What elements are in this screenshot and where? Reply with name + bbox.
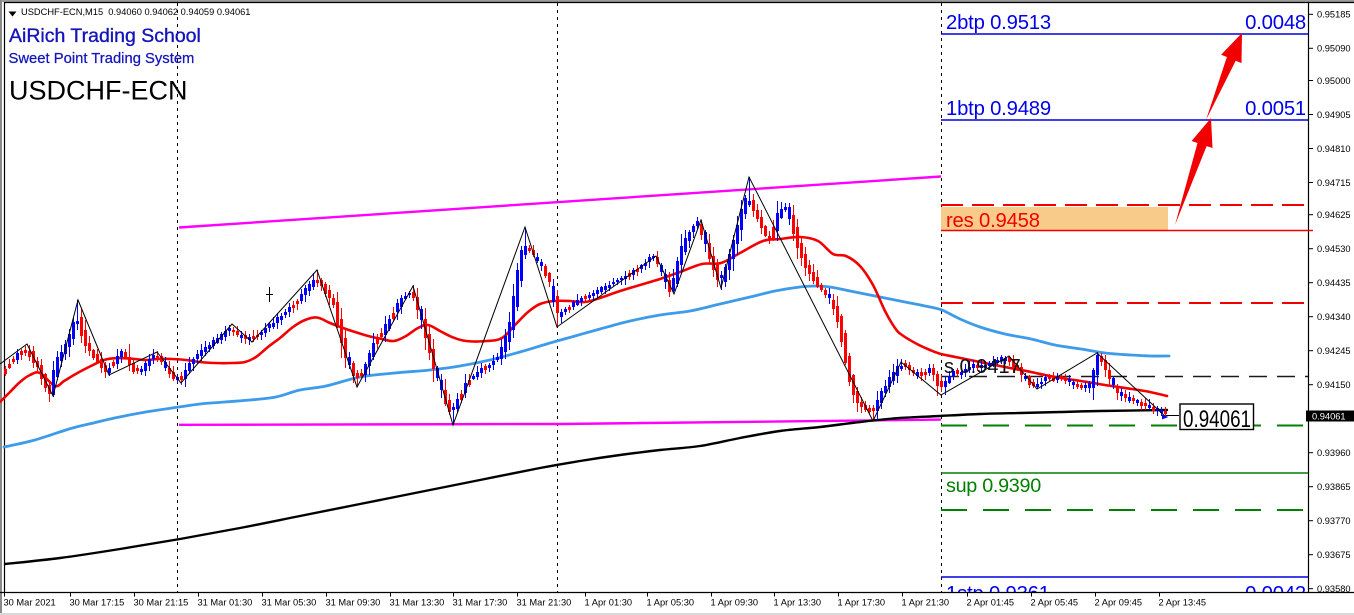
svg-text:1 Apr 17:30: 1 Apr 17:30 <box>838 598 886 608</box>
svg-text:2btp 0.9513: 2btp 0.9513 <box>946 12 1051 34</box>
svg-text:res 0.9458: res 0.9458 <box>946 210 1040 232</box>
svg-text:2 Apr 05:45: 2 Apr 05:45 <box>1031 598 1079 608</box>
svg-text:0.94810: 0.94810 <box>1317 144 1351 154</box>
svg-text:USDCHF-ECN: USDCHF-ECN <box>9 76 188 106</box>
svg-text:31 Mar 13:30: 31 Mar 13:30 <box>390 598 445 608</box>
svg-text:0.94435: 0.94435 <box>1317 278 1351 288</box>
svg-text:0.95000: 0.95000 <box>1317 76 1351 86</box>
svg-text:0.95185: 0.95185 <box>1317 10 1351 20</box>
svg-text:0.94245: 0.94245 <box>1317 346 1351 356</box>
svg-text:31 Mar 05:30: 31 Mar 05:30 <box>262 598 317 608</box>
svg-text:1 Apr 21:30: 1 Apr 21:30 <box>902 598 950 608</box>
svg-text:0.93865: 0.93865 <box>1317 482 1351 492</box>
svg-text:0.94905: 0.94905 <box>1317 110 1351 120</box>
svg-text:31 Mar 01:30: 31 Mar 01:30 <box>198 598 253 608</box>
svg-text:0.94625: 0.94625 <box>1317 210 1351 220</box>
svg-text:0.94340: 0.94340 <box>1317 312 1351 322</box>
svg-text:USDCHF-ECN,M15 0.94060 0.9406: USDCHF-ECN,M15 0.94060 0.94062 0.94059 0… <box>21 7 250 17</box>
svg-text:0.94061: 0.94061 <box>1312 412 1346 422</box>
svg-text:2 Apr 01:45: 2 Apr 01:45 <box>967 598 1015 608</box>
svg-text:1 Apr 13:30: 1 Apr 13:30 <box>774 598 822 608</box>
svg-text:0.94530: 0.94530 <box>1317 244 1351 254</box>
svg-text:Sweet Point Trading System: Sweet Point Trading System <box>9 51 195 67</box>
svg-text:0.95090: 0.95090 <box>1317 44 1351 54</box>
svg-text:1 Apr 09:30: 1 Apr 09:30 <box>711 598 759 608</box>
svg-text:1stp 0.9361: 1stp 0.9361 <box>946 583 1050 605</box>
svg-text:AiRich Trading School: AiRich Trading School <box>9 25 201 47</box>
svg-text:0.0051: 0.0051 <box>1245 98 1306 120</box>
svg-text:0.94061: 0.94061 <box>1183 406 1251 433</box>
svg-text:2 Apr 09:45: 2 Apr 09:45 <box>1095 598 1143 608</box>
svg-text:0.93960: 0.93960 <box>1317 448 1351 458</box>
svg-text:s 0.9417: s 0.9417 <box>944 356 1021 378</box>
svg-text:0.93580: 0.93580 <box>1317 584 1351 594</box>
svg-text:0.0042: 0.0042 <box>1245 583 1306 605</box>
svg-text:1btp 0.9489: 1btp 0.9489 <box>946 98 1051 120</box>
svg-text:0.94150: 0.94150 <box>1317 380 1351 390</box>
svg-text:31 Mar 21:30: 31 Mar 21:30 <box>517 598 572 608</box>
svg-text:30 Mar 21:15: 30 Mar 21:15 <box>134 598 189 608</box>
svg-text:30 Mar 17:15: 30 Mar 17:15 <box>70 598 125 608</box>
svg-text:0.94715: 0.94715 <box>1317 178 1351 188</box>
svg-text:2 Apr 13:45: 2 Apr 13:45 <box>1159 598 1207 608</box>
svg-text:0.93675: 0.93675 <box>1317 550 1351 560</box>
svg-text:0.93770: 0.93770 <box>1317 516 1351 526</box>
svg-text:sup 0.9390: sup 0.9390 <box>946 475 1041 497</box>
svg-text:31 Mar 17:30: 31 Mar 17:30 <box>453 598 508 608</box>
svg-text:1 Apr 05:30: 1 Apr 05:30 <box>647 598 695 608</box>
svg-text:1 Apr 01:30: 1 Apr 01:30 <box>585 598 633 608</box>
svg-text:30 Mar 2021: 30 Mar 2021 <box>4 598 56 608</box>
svg-text:0.0048: 0.0048 <box>1245 12 1306 34</box>
svg-text:31 Mar 09:30: 31 Mar 09:30 <box>326 598 381 608</box>
